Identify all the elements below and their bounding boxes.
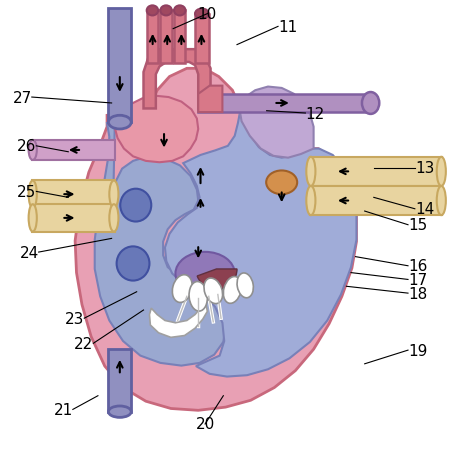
Text: 18: 18: [408, 286, 427, 301]
Polygon shape: [174, 11, 185, 64]
Ellipse shape: [147, 6, 158, 16]
Ellipse shape: [437, 187, 446, 216]
Text: 12: 12: [305, 106, 325, 121]
Polygon shape: [109, 349, 131, 412]
Ellipse shape: [266, 171, 297, 195]
Text: 26: 26: [17, 139, 36, 154]
Text: 17: 17: [408, 273, 427, 287]
Ellipse shape: [173, 275, 192, 303]
Text: 20: 20: [195, 417, 215, 431]
Polygon shape: [147, 11, 158, 64]
Text: 13: 13: [415, 161, 434, 176]
Polygon shape: [239, 87, 314, 158]
Polygon shape: [310, 187, 442, 216]
Polygon shape: [95, 124, 226, 366]
Text: 21: 21: [54, 402, 73, 417]
Polygon shape: [198, 86, 222, 113]
Polygon shape: [149, 305, 207, 338]
Ellipse shape: [174, 6, 185, 16]
Ellipse shape: [195, 10, 209, 20]
Polygon shape: [32, 141, 115, 160]
Ellipse shape: [28, 181, 37, 208]
Wedge shape: [197, 269, 237, 290]
Polygon shape: [109, 9, 131, 123]
Ellipse shape: [117, 247, 149, 281]
Polygon shape: [165, 109, 356, 377]
Ellipse shape: [28, 205, 37, 232]
Ellipse shape: [175, 252, 235, 296]
Text: 27: 27: [12, 91, 32, 105]
Ellipse shape: [362, 93, 379, 115]
Polygon shape: [198, 95, 369, 113]
Ellipse shape: [28, 141, 37, 161]
Text: 22: 22: [74, 336, 93, 351]
Ellipse shape: [109, 406, 131, 418]
Polygon shape: [32, 205, 115, 232]
Ellipse shape: [237, 273, 254, 298]
Text: 23: 23: [65, 311, 84, 326]
Text: 10: 10: [198, 7, 217, 22]
Text: 15: 15: [408, 218, 427, 233]
Text: 24: 24: [19, 245, 39, 260]
Text: 25: 25: [17, 185, 36, 199]
Text: 19: 19: [408, 343, 428, 358]
Ellipse shape: [437, 157, 446, 187]
Ellipse shape: [204, 278, 223, 304]
Ellipse shape: [306, 157, 315, 187]
Ellipse shape: [189, 282, 208, 311]
Polygon shape: [195, 15, 209, 64]
Ellipse shape: [109, 205, 118, 232]
Ellipse shape: [306, 187, 315, 216]
Ellipse shape: [160, 6, 172, 16]
Text: 14: 14: [415, 202, 434, 217]
Text: 11: 11: [278, 20, 297, 35]
Polygon shape: [144, 50, 210, 109]
Ellipse shape: [109, 116, 131, 130]
Ellipse shape: [109, 181, 118, 208]
Polygon shape: [310, 157, 442, 187]
Polygon shape: [32, 181, 115, 208]
Text: 16: 16: [408, 259, 428, 273]
Polygon shape: [115, 96, 198, 163]
Ellipse shape: [120, 189, 151, 222]
Polygon shape: [160, 11, 172, 64]
Ellipse shape: [223, 277, 242, 303]
Polygon shape: [75, 69, 356, 410]
